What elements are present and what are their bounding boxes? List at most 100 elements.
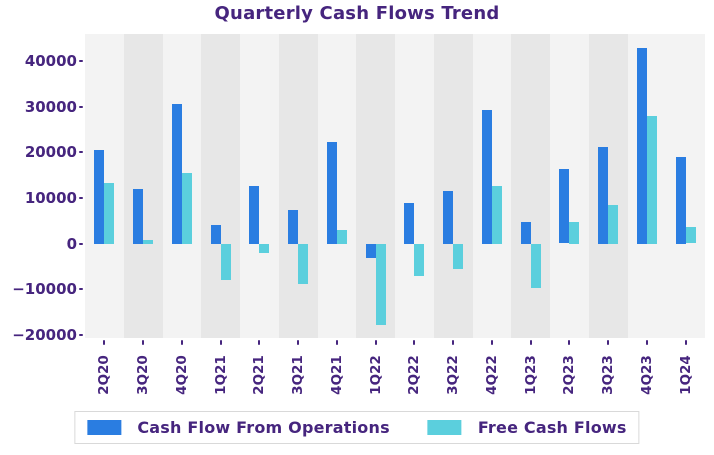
x-tick-label-2Q22: 2Q22 <box>406 355 423 395</box>
x-tick-label-3Q21: 3Q21 <box>290 355 307 395</box>
bar-fcf-4Q22 <box>491 186 502 244</box>
plot-band-2Q23 <box>550 34 589 338</box>
plot-band-2Q21 <box>240 34 279 338</box>
y-tick-mark-10000 <box>79 196 83 199</box>
x-tick-mark-4Q23 <box>645 340 648 345</box>
x-tick-label-1Q24: 1Q24 <box>677 355 694 395</box>
y-tick-label-40000: 40000 <box>24 51 77 70</box>
y-tick-label-10000: 10000 <box>24 188 77 207</box>
bar-fcf-3Q21 <box>298 243 309 285</box>
chart-title: Quarterly Cash Flows Trend <box>214 3 500 24</box>
x-tick-mark-1Q24 <box>684 340 687 345</box>
bar-cfo-3Q23 <box>598 146 609 244</box>
plot-band-1Q21 <box>201 34 240 338</box>
y-tick-mark-20000 <box>79 151 83 154</box>
legend: Cash Flow From Operations Free Cash Flow… <box>74 411 640 444</box>
legend-item-free-cash-flows: Free Cash Flows <box>427 418 627 437</box>
bar-cfo-2Q22 <box>404 203 415 244</box>
x-tick-label-1Q23: 1Q23 <box>522 355 539 395</box>
x-tick-label-1Q21: 1Q21 <box>212 355 229 395</box>
x-tick-mark-4Q20 <box>180 340 183 345</box>
x-tick-label-2Q23: 2Q23 <box>561 355 578 395</box>
bar-fcf-2Q21 <box>259 243 270 253</box>
x-tick-label-3Q23: 3Q23 <box>600 355 617 395</box>
legend-label-free-cash-flows: Free Cash Flows <box>477 418 627 437</box>
bar-cfo-4Q21 <box>326 142 337 244</box>
y-tick-label--20000: −20000 <box>12 325 77 344</box>
plot-band-2Q22 <box>395 34 434 338</box>
bar-cfo-1Q21 <box>210 225 221 244</box>
bar-cfo-2Q23 <box>559 168 570 244</box>
plot-band-3Q20 <box>123 34 163 338</box>
x-tick-mark-2Q23 <box>568 340 571 345</box>
bar-fcf-2Q22 <box>414 243 425 277</box>
bar-cfo-4Q20 <box>171 104 182 244</box>
x-tick-label-2Q20: 2Q20 <box>96 355 113 395</box>
x-tick-mark-3Q20 <box>142 340 145 345</box>
y-tick-mark-30000 <box>79 105 83 108</box>
y-tick-label-20000: 20000 <box>24 143 77 162</box>
x-tick-label-2Q21: 2Q21 <box>251 355 268 395</box>
x-tick-mark-1Q22 <box>374 340 377 345</box>
legend-label-cash-flow-from-operations: Cash Flow From Operations <box>137 418 390 437</box>
bar-fcf-3Q23 <box>608 204 619 244</box>
bar-cfo-1Q22 <box>365 243 376 259</box>
x-tick-mark-4Q21 <box>335 340 338 345</box>
plot-band-1Q23 <box>511 34 550 338</box>
plot-band-4Q21 <box>317 34 357 338</box>
x-tick-label-1Q22: 1Q22 <box>367 355 384 395</box>
bar-cfo-1Q24 <box>675 156 686 244</box>
y-tick-label-30000: 30000 <box>24 97 77 116</box>
legend-item-cash-flow-from-operations: Cash Flow From Operations <box>87 418 390 437</box>
bar-fcf-1Q22 <box>375 243 386 326</box>
bar-fcf-4Q21 <box>336 230 347 244</box>
bar-cfo-1Q23 <box>520 222 531 244</box>
bar-cfo-3Q21 <box>288 210 299 244</box>
x-tick-mark-2Q22 <box>413 340 416 345</box>
x-tick-mark-4Q22 <box>490 340 493 345</box>
y-tick-mark--10000 <box>79 288 83 291</box>
x-tick-mark-2Q21 <box>258 340 261 345</box>
plot-area <box>85 34 705 338</box>
x-tick-mark-3Q22 <box>452 340 455 345</box>
bar-fcf-4Q23 <box>646 115 657 244</box>
x-tick-mark-3Q23 <box>607 340 610 345</box>
bar-fcf-1Q21 <box>220 243 231 281</box>
bar-fcf-2Q23 <box>569 221 580 244</box>
bar-cfo-3Q20 <box>133 189 144 244</box>
bar-fcf-3Q20 <box>143 239 154 244</box>
x-tick-mark-3Q21 <box>297 340 300 345</box>
bar-cfo-4Q22 <box>481 109 492 244</box>
bar-fcf-1Q23 <box>530 243 541 288</box>
x-tick-label-3Q22: 3Q22 <box>445 355 462 395</box>
legend-swatch-cash-flow-from-operations <box>87 420 122 435</box>
bar-fcf-1Q24 <box>685 226 696 244</box>
x-tick-mark-1Q23 <box>529 340 532 345</box>
plot-band-3Q21 <box>278 34 318 338</box>
y-tick-mark--20000 <box>79 333 83 336</box>
bar-cfo-2Q20 <box>94 149 105 244</box>
bar-fcf-3Q22 <box>453 243 464 269</box>
plot-band-3Q22 <box>433 34 473 338</box>
y-tick-label--10000: −10000 <box>12 280 77 299</box>
y-tick-mark-0 <box>79 242 83 245</box>
x-tick-mark-1Q21 <box>219 340 222 345</box>
bar-cfo-3Q22 <box>443 191 454 244</box>
x-tick-mark-2Q20 <box>103 340 106 345</box>
plot-band-4Q22 <box>472 34 512 338</box>
plot-band-3Q23 <box>588 34 628 338</box>
x-tick-label-4Q22: 4Q22 <box>483 355 500 395</box>
bar-cfo-4Q23 <box>636 48 647 244</box>
legend-swatch-free-cash-flows <box>427 420 462 435</box>
x-tick-label-4Q21: 4Q21 <box>328 355 345 395</box>
y-tick-label-0: 0 <box>66 234 77 253</box>
x-tick-label-4Q23: 4Q23 <box>638 355 655 395</box>
y-tick-mark-40000 <box>79 59 83 62</box>
x-tick-label-4Q20: 4Q20 <box>173 355 190 395</box>
plot-band-1Q24 <box>666 34 705 338</box>
bar-cfo-2Q21 <box>249 185 260 244</box>
x-tick-label-3Q20: 3Q20 <box>135 355 152 395</box>
bar-fcf-4Q20 <box>181 172 192 244</box>
bar-fcf-2Q20 <box>104 183 115 244</box>
